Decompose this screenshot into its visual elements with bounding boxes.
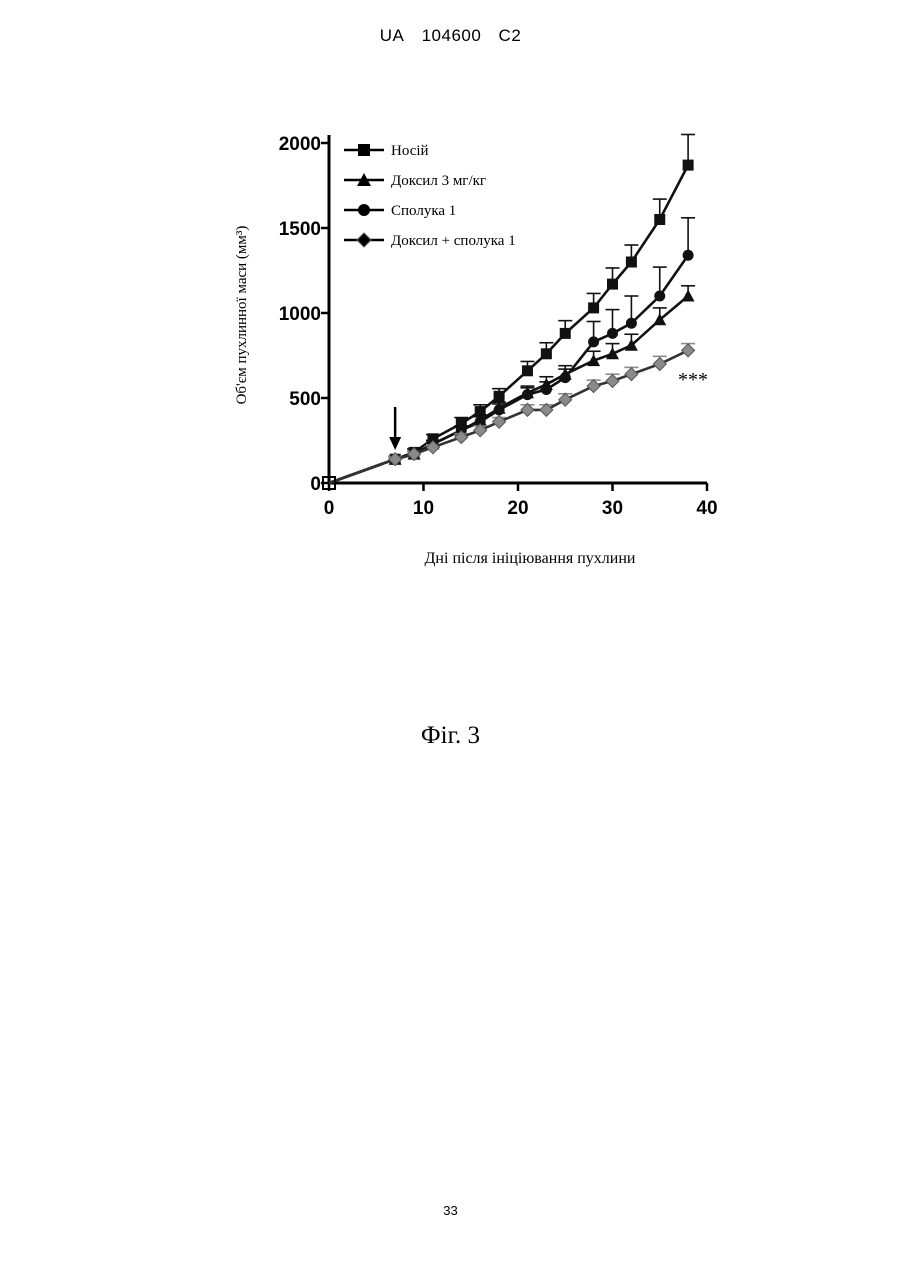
data-point — [588, 302, 599, 313]
series-diamond — [329, 344, 695, 483]
chart-legend: Носій Доксил 3 мг/кг Сполука 1 Доксил + спо… — [344, 143, 516, 249]
data-point — [559, 393, 572, 406]
legend-label: Доксил + сполука 1 — [391, 233, 516, 249]
y-tick-label: 500 — [289, 389, 321, 410]
data-point — [626, 257, 637, 268]
x-axis-label: Дні після ініціювання пухлини — [425, 550, 636, 567]
y-tick-label: 1000 — [279, 304, 321, 325]
data-point — [682, 344, 695, 357]
data-point — [683, 250, 694, 261]
data-point — [541, 348, 552, 359]
legend-marker-square — [358, 144, 370, 156]
x-tick-label: 30 — [602, 498, 623, 519]
series-circle — [329, 218, 695, 483]
chart-series-layer — [323, 135, 695, 490]
x-tick-label: 0 — [324, 498, 335, 519]
x-tick-label: 40 — [696, 498, 717, 519]
legend-label: Доксил 3 мг/кг — [391, 173, 486, 189]
data-point — [522, 389, 533, 400]
data-point — [607, 328, 618, 339]
data-point — [654, 291, 665, 302]
data-point — [560, 328, 571, 339]
data-point — [625, 368, 638, 381]
y-tick-label: 1500 — [279, 219, 321, 240]
data-point — [606, 347, 619, 359]
y-axis-label: Об'єм пухлинної маси (мм³) — [234, 226, 250, 405]
series-line — [329, 255, 688, 483]
y-tick-label: 2000 — [279, 134, 321, 155]
tumor-volume-chart: 0 500 1000 1500 2000 0 10 20 30 40 Носій Доксил 3 … — [0, 0, 901, 800]
data-point — [653, 358, 666, 371]
legend-label: Носій — [391, 143, 429, 159]
data-point — [560, 372, 571, 383]
legend-label: Сполука 1 — [391, 203, 456, 219]
data-point — [654, 214, 665, 225]
data-point — [626, 318, 637, 329]
data-point — [587, 380, 600, 393]
series-square — [329, 135, 695, 484]
data-point — [588, 336, 599, 347]
x-tick-label: 10 — [413, 498, 434, 519]
x-tick-label: 20 — [507, 498, 528, 519]
significance-annotation: *** — [678, 369, 708, 391]
y-tick-label: 0 — [310, 474, 321, 495]
legend-marker-diamond — [357, 233, 371, 247]
data-point — [494, 404, 505, 415]
data-point — [522, 365, 533, 376]
figure-caption: Фіг. 3 — [0, 722, 901, 750]
data-point — [607, 279, 618, 290]
data-point — [682, 290, 695, 302]
dosing-arrow-head — [389, 437, 401, 450]
data-point — [683, 160, 694, 171]
legend-marker-circle — [358, 204, 370, 216]
data-point — [606, 375, 619, 388]
data-point — [541, 384, 552, 395]
page-number: 33 — [0, 1203, 901, 1218]
data-point — [494, 391, 505, 402]
